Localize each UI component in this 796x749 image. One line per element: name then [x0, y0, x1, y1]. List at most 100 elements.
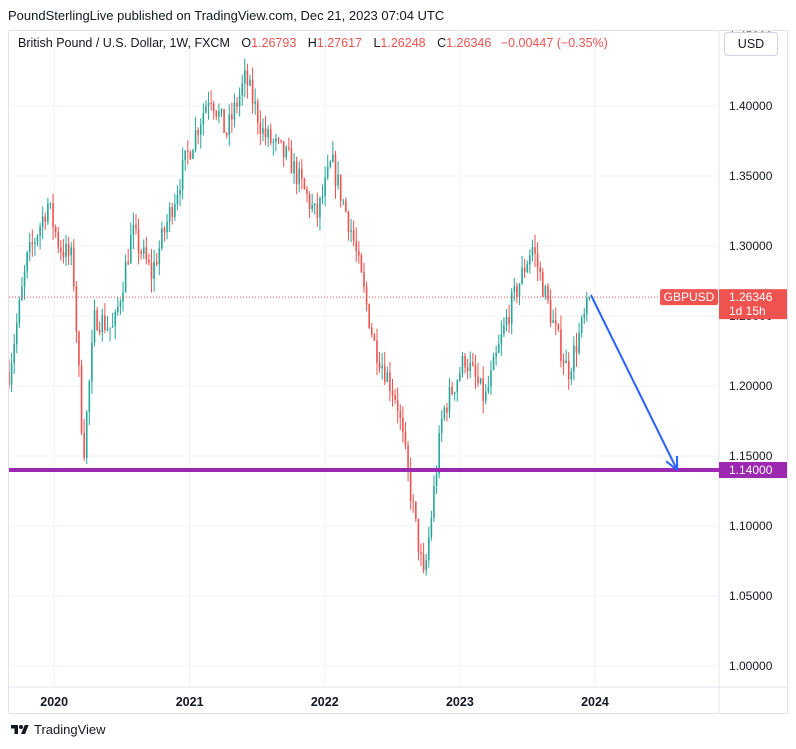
candle-body	[526, 264, 529, 273]
candle-body	[541, 272, 544, 297]
candle-body	[474, 365, 477, 377]
candle-body	[308, 194, 311, 210]
candle-body	[39, 226, 41, 237]
candle-body	[9, 372, 10, 385]
candle-body	[15, 322, 18, 345]
candle-body	[202, 112, 205, 125]
candle-body	[269, 129, 272, 143]
candle-body	[228, 114, 231, 136]
publisher-line: PoundSterlingLive published on TradingVi…	[8, 8, 445, 23]
candle-body	[41, 216, 44, 227]
candle-body	[544, 286, 547, 297]
candle-body	[487, 386, 490, 392]
candle-body	[492, 356, 495, 371]
currency-button[interactable]: USD	[724, 32, 778, 56]
candle-body	[456, 380, 459, 393]
candle-body	[80, 365, 83, 433]
close-label: C	[437, 36, 447, 50]
candle-body	[36, 236, 39, 243]
candle-body	[516, 285, 518, 298]
candle-body	[311, 205, 313, 210]
candle-body	[272, 141, 275, 143]
price-tick-label: 1.30000	[729, 239, 773, 253]
price-tick-label: 1.00000	[729, 659, 773, 673]
candle-body	[342, 200, 345, 202]
bar-countdown: 1d 15h	[729, 304, 766, 318]
candle-body	[363, 272, 365, 287]
candle-body	[184, 150, 187, 161]
low-label: L	[373, 36, 381, 50]
candle-body	[293, 161, 295, 174]
candle-body	[277, 138, 280, 140]
candle-body	[513, 285, 516, 293]
candle-body	[93, 310, 96, 343]
candle-body	[355, 240, 358, 252]
tradingview-logo-icon	[11, 724, 29, 734]
candle-body	[503, 325, 505, 335]
candle-body	[391, 390, 394, 396]
candle-body	[313, 203, 316, 206]
candle-body	[262, 128, 264, 134]
candle-body	[225, 132, 228, 136]
candle-body	[404, 431, 407, 446]
candle-body	[451, 387, 453, 394]
candle-body	[264, 128, 267, 138]
candle-body	[396, 399, 399, 412]
candle-body	[583, 313, 586, 318]
candle-body	[565, 360, 567, 364]
candle-body	[402, 417, 404, 432]
candle-body	[376, 340, 378, 363]
candle-body	[505, 316, 508, 326]
candle-body	[60, 247, 62, 252]
candle-body	[345, 200, 347, 212]
candle-body	[171, 207, 174, 218]
candle-body	[298, 168, 301, 185]
candle-body	[531, 247, 534, 256]
candle-body	[10, 363, 13, 385]
candle-body	[243, 70, 246, 84]
time-tick-label: 2023	[446, 695, 474, 709]
candle-body	[570, 371, 573, 380]
candle-body	[547, 286, 549, 301]
candle-body	[562, 360, 565, 364]
candle-body	[523, 267, 526, 273]
candle-body	[518, 283, 521, 298]
candle-body	[70, 247, 72, 256]
candle-body	[586, 298, 588, 314]
candlestick-series	[9, 58, 591, 576]
price-tick-label: 1.10000	[729, 519, 773, 533]
candle-body	[129, 235, 132, 264]
candle-body	[44, 216, 47, 223]
candle-body	[176, 194, 179, 204]
candle-body	[236, 102, 238, 107]
candle-body	[326, 166, 329, 178]
candle-body	[199, 124, 202, 135]
candle-body	[205, 106, 207, 113]
candle-body	[26, 252, 28, 272]
candle-body	[433, 486, 435, 518]
candle-body	[137, 228, 140, 253]
candle-body	[114, 312, 117, 326]
price-tick-label: 1.20000	[729, 379, 773, 393]
candle-body	[316, 203, 319, 218]
footer-branding[interactable]: TradingView	[10, 722, 106, 737]
candle-body	[47, 203, 49, 223]
candle-body	[500, 334, 503, 345]
candle-body	[347, 211, 350, 232]
candle-body	[210, 102, 212, 104]
candle-body	[339, 174, 342, 201]
candle-body	[231, 114, 233, 120]
candle-body	[111, 325, 114, 328]
candle-body	[158, 248, 161, 265]
candle-body	[440, 418, 443, 434]
candle-body	[163, 228, 166, 233]
candle-body	[580, 317, 583, 333]
low-value: 1.26248	[380, 36, 426, 50]
candle-body	[106, 328, 109, 331]
support-tag-label: 1.14000	[729, 463, 773, 477]
candle-body	[334, 154, 337, 186]
candle-body	[23, 271, 26, 287]
candle-body	[189, 152, 192, 160]
candle-body	[31, 242, 34, 245]
